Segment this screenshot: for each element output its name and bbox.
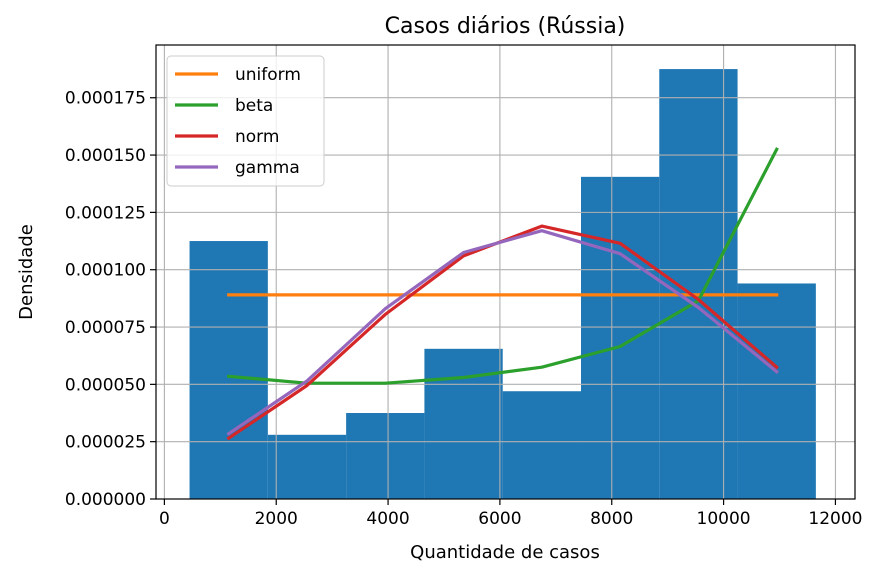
histogram-bar (659, 69, 738, 500)
legend: uniform beta norm gamma (166, 55, 325, 187)
series-line-beta (226, 147, 779, 385)
y-tick-label: 0.000025 (65, 433, 146, 453)
y-tick-label: 0.000150 (65, 146, 146, 166)
y-axis-label: Densidade (16, 224, 37, 320)
x-tick-label: 6000 (478, 509, 521, 529)
y-tick-label: 0.000050 (65, 375, 146, 395)
histogram-bar (189, 241, 268, 499)
histogram-bar (346, 413, 425, 499)
y-tick-label: 0.000075 (65, 318, 146, 338)
legend-label-beta: beta (235, 96, 273, 116)
axes-frame (155, 44, 856, 500)
x-tick-label: 2000 (255, 509, 298, 529)
chart-title: Casos diários (Rússia) (385, 14, 626, 39)
x-tick-label: 12000 (808, 509, 862, 529)
y-tick-label: 0.000100 (65, 261, 146, 281)
x-tick-label: 10000 (697, 509, 751, 529)
histogram-bar (267, 434, 347, 499)
legend-box (166, 55, 325, 187)
series-line-gamma (226, 229, 779, 436)
x-tick-label: 8000 (590, 509, 633, 529)
y-tick-label: 0.000000 (65, 490, 146, 510)
x-axis-label: Quantidade de casos (410, 542, 600, 563)
histogram-bar (424, 348, 503, 499)
legend-label-uniform: uniform (235, 65, 301, 85)
y-tick-label: 0.000125 (65, 203, 146, 223)
x-tick-label: 0 (159, 509, 170, 529)
histogram-bar (580, 176, 660, 499)
histogram-bar (502, 391, 581, 499)
x-tick-label: 4000 (366, 509, 409, 529)
plot-area: 0 2000 4000 6000 8000 10000 12000 0.000000 0.000… (65, 44, 862, 529)
legend-label-gamma: gamma (235, 158, 300, 178)
y-tick-label: 0.000175 (65, 89, 146, 109)
legend-label-norm: norm (235, 127, 279, 147)
histogram-bar (737, 283, 816, 499)
